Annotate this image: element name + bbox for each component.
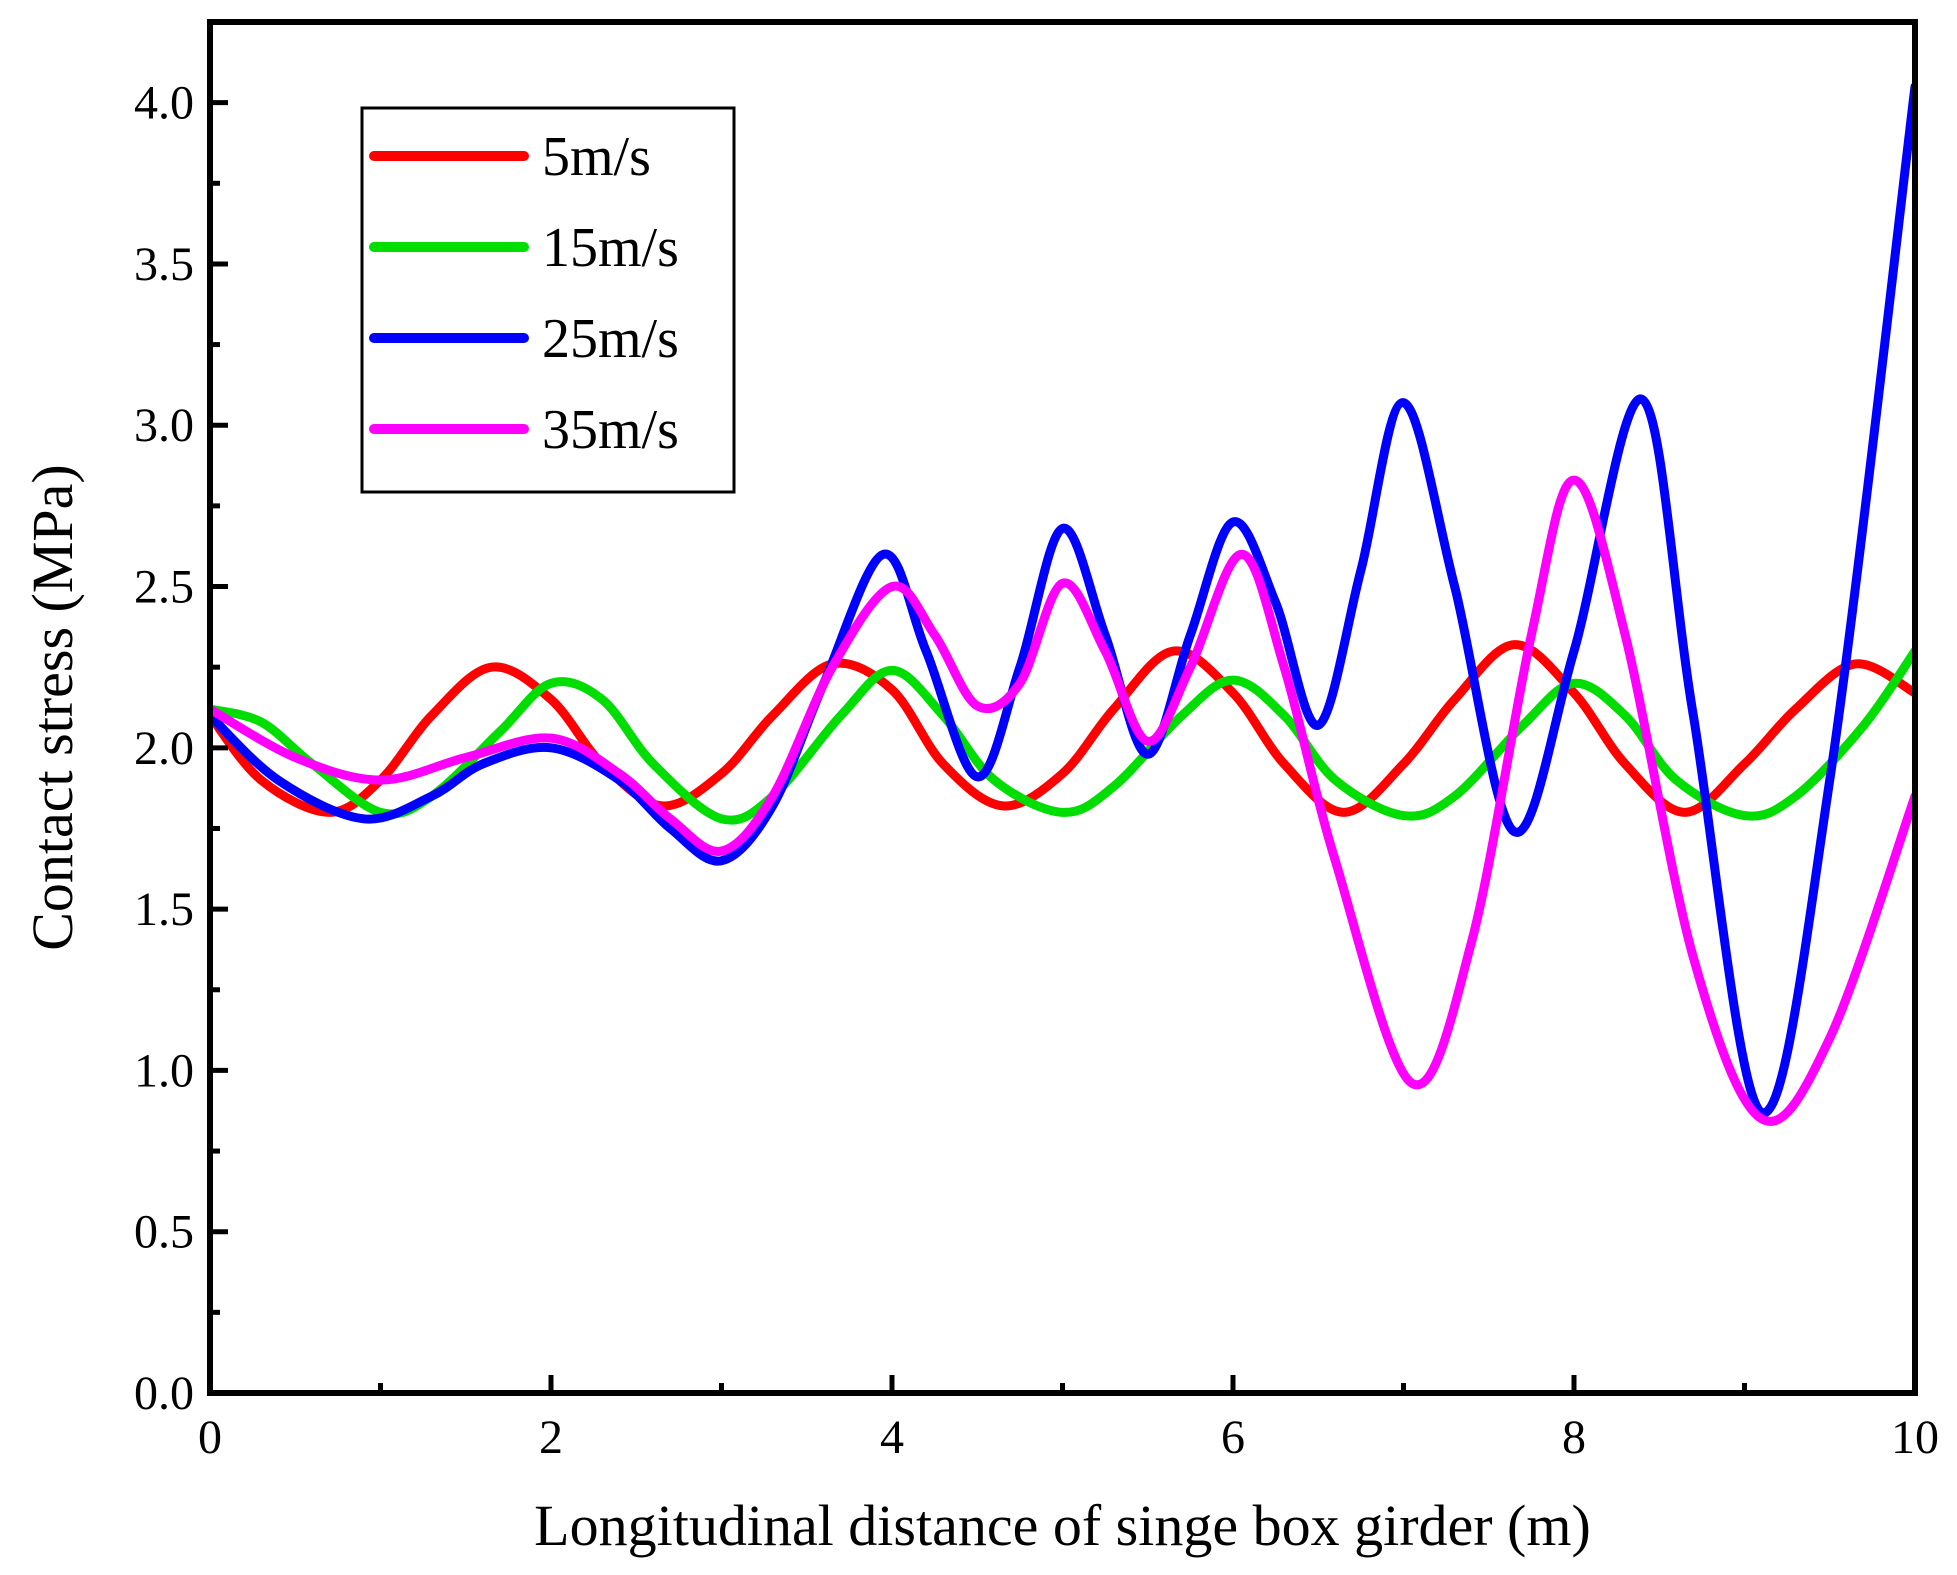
series-line-25m-s [210,82,1915,1118]
x-tick-label: 8 [1562,1411,1586,1464]
y-tick-label: 0.0 [134,1367,194,1420]
series-line-15m-s [210,646,1915,825]
x-axis-title: Longitudinal distance of singe box girde… [534,1493,1591,1558]
x-tick-label: 2 [539,1411,563,1464]
series-line-5m-s [210,640,1915,817]
y-axis-ticks: 0.0 0.5 1.0 1.5 2.0 2.5 3.0 3.5 4.0 [134,77,228,1420]
y-tick-label: 2.0 [134,722,194,775]
y-tick-label: 3.0 [134,399,194,452]
legend-label-25m-s: 25m/s [542,308,679,370]
series-line-35m-s [210,475,1915,1126]
y-tick-label: 0.5 [134,1206,194,1259]
x-tick-label: 10 [1891,1411,1939,1464]
y-tick-label: 2.5 [134,561,194,614]
y-tick-label: 3.5 [134,238,194,291]
x-tick-label: 0 [198,1411,222,1464]
legend-label-5m-s: 5m/s [542,126,651,188]
y-tick-label: 1.0 [134,1044,194,1097]
y-tick-label: 1.5 [134,883,194,936]
x-axis-ticks: 0 2 4 6 8 10 [198,1375,1939,1464]
x-tick-label: 6 [1221,1411,1245,1464]
x-tick-label: 4 [880,1411,904,1464]
y-axis-title: Contact stress (MPa) [20,464,85,951]
legend-label-15m-s: 15m/s [542,217,679,279]
y-tick-label: 4.0 [134,77,194,130]
legend: 5m/s 15m/s 25m/s 35m/s [360,106,736,494]
series-layer [210,82,1915,1126]
legend-label-35m-s: 35m/s [542,399,679,461]
